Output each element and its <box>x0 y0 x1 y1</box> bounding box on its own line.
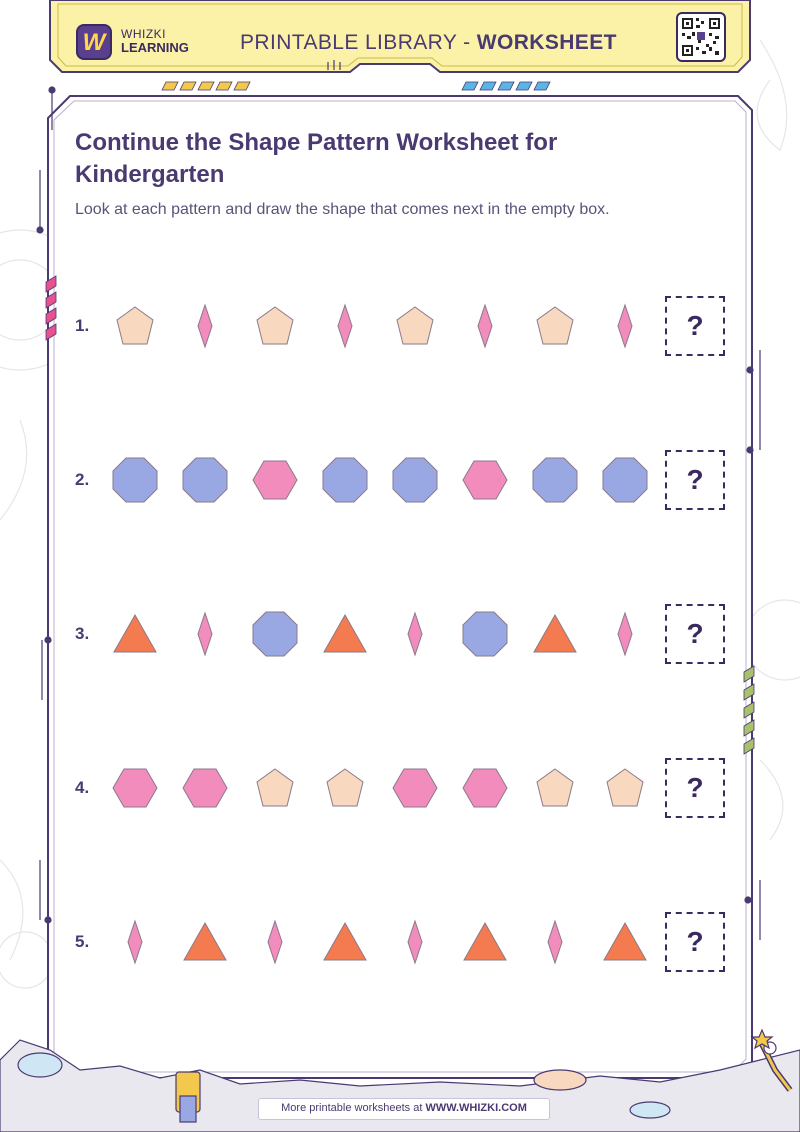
hexagon-shape-icon <box>181 764 229 812</box>
answer-box[interactable]: ? <box>665 296 725 356</box>
pentagon-shape-icon <box>601 764 649 812</box>
hexagon-shape-icon <box>391 764 439 812</box>
logo-wordmark: WHIZKI LEARNING <box>121 27 189 55</box>
triangle-shape-icon <box>181 918 229 966</box>
octagon-shape-icon <box>391 456 439 504</box>
row-number: 3. <box>75 624 90 643</box>
row-number: 5. <box>75 932 90 951</box>
diamond-shape-icon <box>181 610 229 658</box>
pentagon-shape-icon <box>251 764 299 812</box>
answer-box[interactable]: ? <box>665 450 725 510</box>
answer-box[interactable]: ? <box>665 912 725 972</box>
octagon-shape-icon <box>181 456 229 504</box>
pentagon-shape-icon <box>111 302 159 350</box>
triangle-shape-icon <box>111 610 159 658</box>
octagon-shape-icon <box>461 610 509 658</box>
footer-link[interactable]: More printable worksheets at WWW.WHIZKI.… <box>258 1098 550 1120</box>
footer-site[interactable]: WWW.WHIZKI.COM <box>425 1102 527 1114</box>
triangle-shape-icon <box>321 918 369 966</box>
hexagon-shape-icon <box>461 456 509 504</box>
hexagon-shape-icon <box>461 764 509 812</box>
answer-box[interactable]: ? <box>665 604 725 664</box>
diamond-shape-icon <box>601 610 649 658</box>
diamond-shape-icon <box>251 918 299 966</box>
logo-line-2: LEARNING <box>121 40 189 55</box>
triangle-shape-icon <box>461 918 509 966</box>
row-number: 2. <box>75 470 90 489</box>
octagon-shape-icon <box>321 456 369 504</box>
octagon-shape-icon <box>601 456 649 504</box>
pentagon-shape-icon <box>321 764 369 812</box>
octagon-shape-icon <box>531 456 579 504</box>
logo-line-1: WHIZKI <box>121 27 166 41</box>
hexagon-shape-icon <box>111 764 159 812</box>
worksheet-title: Continue the Shape Pattern Worksheet for… <box>75 129 558 188</box>
diamond-shape-icon <box>601 302 649 350</box>
header-title-regular: PRINTABLE LIBRARY - <box>240 31 477 54</box>
hexagon-shape-icon <box>251 456 299 504</box>
pentagon-shape-icon <box>391 302 439 350</box>
pattern-row: 5.? <box>0 902 800 982</box>
pattern-row: 4.? <box>0 748 800 828</box>
diamond-shape-icon <box>111 918 159 966</box>
header-title: PRINTABLE LIBRARY - WORKSHEET <box>240 31 617 55</box>
pentagon-shape-icon <box>531 764 579 812</box>
qr-code-icon[interactable] <box>676 12 726 62</box>
triangle-shape-icon <box>321 610 369 658</box>
diamond-shape-icon <box>391 918 439 966</box>
pattern-row: 2.? <box>0 440 800 520</box>
diamond-shape-icon <box>321 302 369 350</box>
pattern-row: 3.? <box>0 594 800 674</box>
whizki-logo-icon: W <box>76 24 112 60</box>
row-number: 1. <box>75 316 90 335</box>
pentagon-shape-icon <box>251 302 299 350</box>
triangle-shape-icon <box>531 610 579 658</box>
octagon-shape-icon <box>111 456 159 504</box>
diamond-shape-icon <box>531 918 579 966</box>
diamond-shape-icon <box>391 610 439 658</box>
header-title-bold: WORKSHEET <box>476 31 617 54</box>
pentagon-shape-icon <box>531 302 579 350</box>
worksheet-instructions: Look at each pattern and draw the shape … <box>75 201 610 218</box>
pattern-row: 1.? <box>0 286 800 366</box>
diamond-shape-icon <box>461 302 509 350</box>
footer-text: More printable worksheets at <box>281 1102 426 1114</box>
answer-box[interactable]: ? <box>665 758 725 818</box>
diamond-shape-icon <box>181 302 229 350</box>
triangle-shape-icon <box>601 918 649 966</box>
octagon-shape-icon <box>251 610 299 658</box>
row-number: 4. <box>75 778 90 797</box>
